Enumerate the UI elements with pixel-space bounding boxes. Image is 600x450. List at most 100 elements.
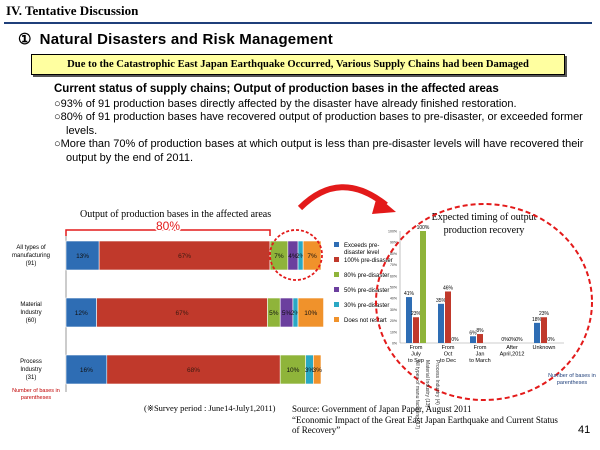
right-note-line: Number of bases in bbox=[548, 373, 596, 379]
category-label: Material bbox=[20, 302, 41, 308]
legend-label: Does not restart bbox=[344, 318, 387, 324]
segment-label: 7% bbox=[274, 253, 284, 260]
category-label: Industry bbox=[20, 310, 41, 316]
bar-value-label: 46% bbox=[443, 285, 454, 291]
bar-value-label: 100% bbox=[417, 225, 430, 231]
bar-value-label: 0% bbox=[508, 337, 516, 343]
left-note-line: Number of bases in bbox=[12, 388, 60, 394]
legend-swatch bbox=[334, 287, 339, 292]
bar-value-label: 23% bbox=[539, 311, 550, 317]
status-bullet: ○93% of 91 production bases directly aff… bbox=[54, 97, 517, 110]
x-category-label: After bbox=[506, 345, 518, 351]
bar-value-label: 8% bbox=[476, 328, 484, 334]
y-tick-label: 50% bbox=[390, 286, 397, 290]
annotation-80-percent: 80% bbox=[156, 219, 180, 233]
segment-label: 13% bbox=[76, 253, 89, 260]
category-label: All types of bbox=[16, 245, 46, 251]
status-heading: Current status of supply chains; Output … bbox=[54, 83, 499, 95]
source-note: Source: Government of Japan Paper, Augus… bbox=[292, 404, 564, 436]
segment-label: 3% bbox=[305, 367, 315, 374]
right-chart-title: Expected timing of output production rec… bbox=[431, 212, 537, 236]
segment-label: 67% bbox=[178, 253, 191, 260]
grouped-bar bbox=[470, 336, 476, 343]
x-category-label: From bbox=[410, 345, 423, 351]
category-label: Industry bbox=[20, 367, 41, 373]
header-rule bbox=[4, 22, 592, 24]
legend-label: 80% pre-disaster bbox=[344, 273, 389, 279]
y-tick-label: 30% bbox=[390, 308, 397, 312]
y-tick-label: 70% bbox=[390, 263, 397, 267]
section-header: IV. Tentative Discussion bbox=[6, 3, 139, 18]
segment-label: 10% bbox=[304, 310, 317, 317]
segment-label: 4% bbox=[288, 253, 298, 260]
legend-swatch bbox=[334, 272, 339, 277]
segment-label: 10% bbox=[286, 367, 299, 374]
y-tick-label: 80% bbox=[390, 252, 397, 256]
stacked-bar-segment bbox=[98, 240, 271, 271]
y-tick-label: 0% bbox=[392, 342, 397, 346]
y-tick-label: 100% bbox=[388, 230, 397, 234]
left-note-line: parentheses bbox=[21, 395, 52, 401]
legend-swatch bbox=[334, 302, 339, 307]
x-category-label: July bbox=[411, 352, 421, 358]
category-label: manufacturing bbox=[12, 253, 50, 259]
segment-label: 2% bbox=[296, 253, 306, 260]
grouped-bar bbox=[420, 231, 426, 343]
bar-value-label: 0% bbox=[515, 337, 523, 343]
legend-label: 30% pre-disaster bbox=[344, 303, 389, 309]
grouped-bar bbox=[541, 317, 547, 343]
slide-title: ① Natural Disasters and Risk Management bbox=[18, 30, 333, 48]
segment-label: 5% bbox=[282, 310, 292, 317]
stacked-bar-segment bbox=[65, 297, 97, 328]
bar-value-label: 0% bbox=[451, 337, 459, 343]
legend-label: 100% pre-disaster bbox=[344, 258, 393, 264]
segment-label: 68% bbox=[187, 367, 200, 374]
segment-label: 3% bbox=[312, 367, 322, 374]
x-category-label: Jan bbox=[476, 352, 485, 358]
survey-period-note: (※Survey period : June14-July1,2011) bbox=[144, 403, 276, 413]
category-label: (91) bbox=[26, 261, 37, 267]
x-category-label: From bbox=[474, 345, 487, 351]
stacked-bar-segment bbox=[96, 297, 268, 328]
title-number: ① bbox=[18, 31, 32, 48]
bar-value-label: 35% bbox=[436, 298, 447, 304]
y-tick-label: 20% bbox=[390, 319, 397, 323]
stacked-bar-segment bbox=[65, 240, 100, 271]
x-category-label: to Sep bbox=[408, 358, 424, 364]
bar-value-label: 0% bbox=[547, 337, 555, 343]
bracket-80-percent bbox=[65, 229, 271, 236]
right-highlight-circle bbox=[375, 203, 593, 401]
left-chart-title: Output of production bases in the affect… bbox=[80, 209, 272, 220]
legend-label: disaster level bbox=[344, 250, 379, 256]
series-axis-label: All types of manu facturing (17) bbox=[414, 360, 420, 430]
highlight-circle bbox=[269, 229, 323, 281]
legend-label: Exceeds pre- bbox=[344, 243, 379, 249]
x-category-label: Oct bbox=[444, 352, 453, 358]
y-tick-label: 60% bbox=[390, 274, 397, 278]
connector-arrowhead bbox=[372, 196, 396, 214]
status-block: Current status of supply chains; Output … bbox=[54, 83, 584, 166]
grouped-bar bbox=[406, 297, 412, 343]
bar-value-label: 18% bbox=[532, 317, 543, 323]
bar-value-label: 0% bbox=[501, 337, 509, 343]
segment-label: 5% bbox=[269, 310, 279, 317]
y-tick-label: 40% bbox=[390, 297, 397, 301]
grouped-bar bbox=[477, 334, 483, 343]
segment-label: 16% bbox=[80, 367, 93, 374]
category-label: (60) bbox=[26, 318, 37, 324]
series-axis-label: Material Industry (13) bbox=[424, 360, 430, 408]
title-text: Natural Disasters and Risk Management bbox=[39, 31, 333, 48]
segment-label: 2% bbox=[291, 310, 301, 317]
stacked-bar-segment bbox=[313, 354, 322, 385]
stacked-bar-segment bbox=[279, 354, 307, 385]
x-category-label: Unknown bbox=[533, 345, 556, 351]
stacked-bar-segment bbox=[297, 297, 324, 328]
status-bullet: ○80% of 91 production bases have recover… bbox=[54, 111, 583, 137]
page-number: 41 bbox=[578, 424, 591, 436]
x-category-label: April,2012 bbox=[500, 352, 525, 358]
y-tick-label: 90% bbox=[390, 241, 397, 245]
grouped-bar bbox=[445, 291, 451, 343]
category-label: Process bbox=[20, 359, 42, 365]
segment-label: 12% bbox=[75, 310, 88, 317]
